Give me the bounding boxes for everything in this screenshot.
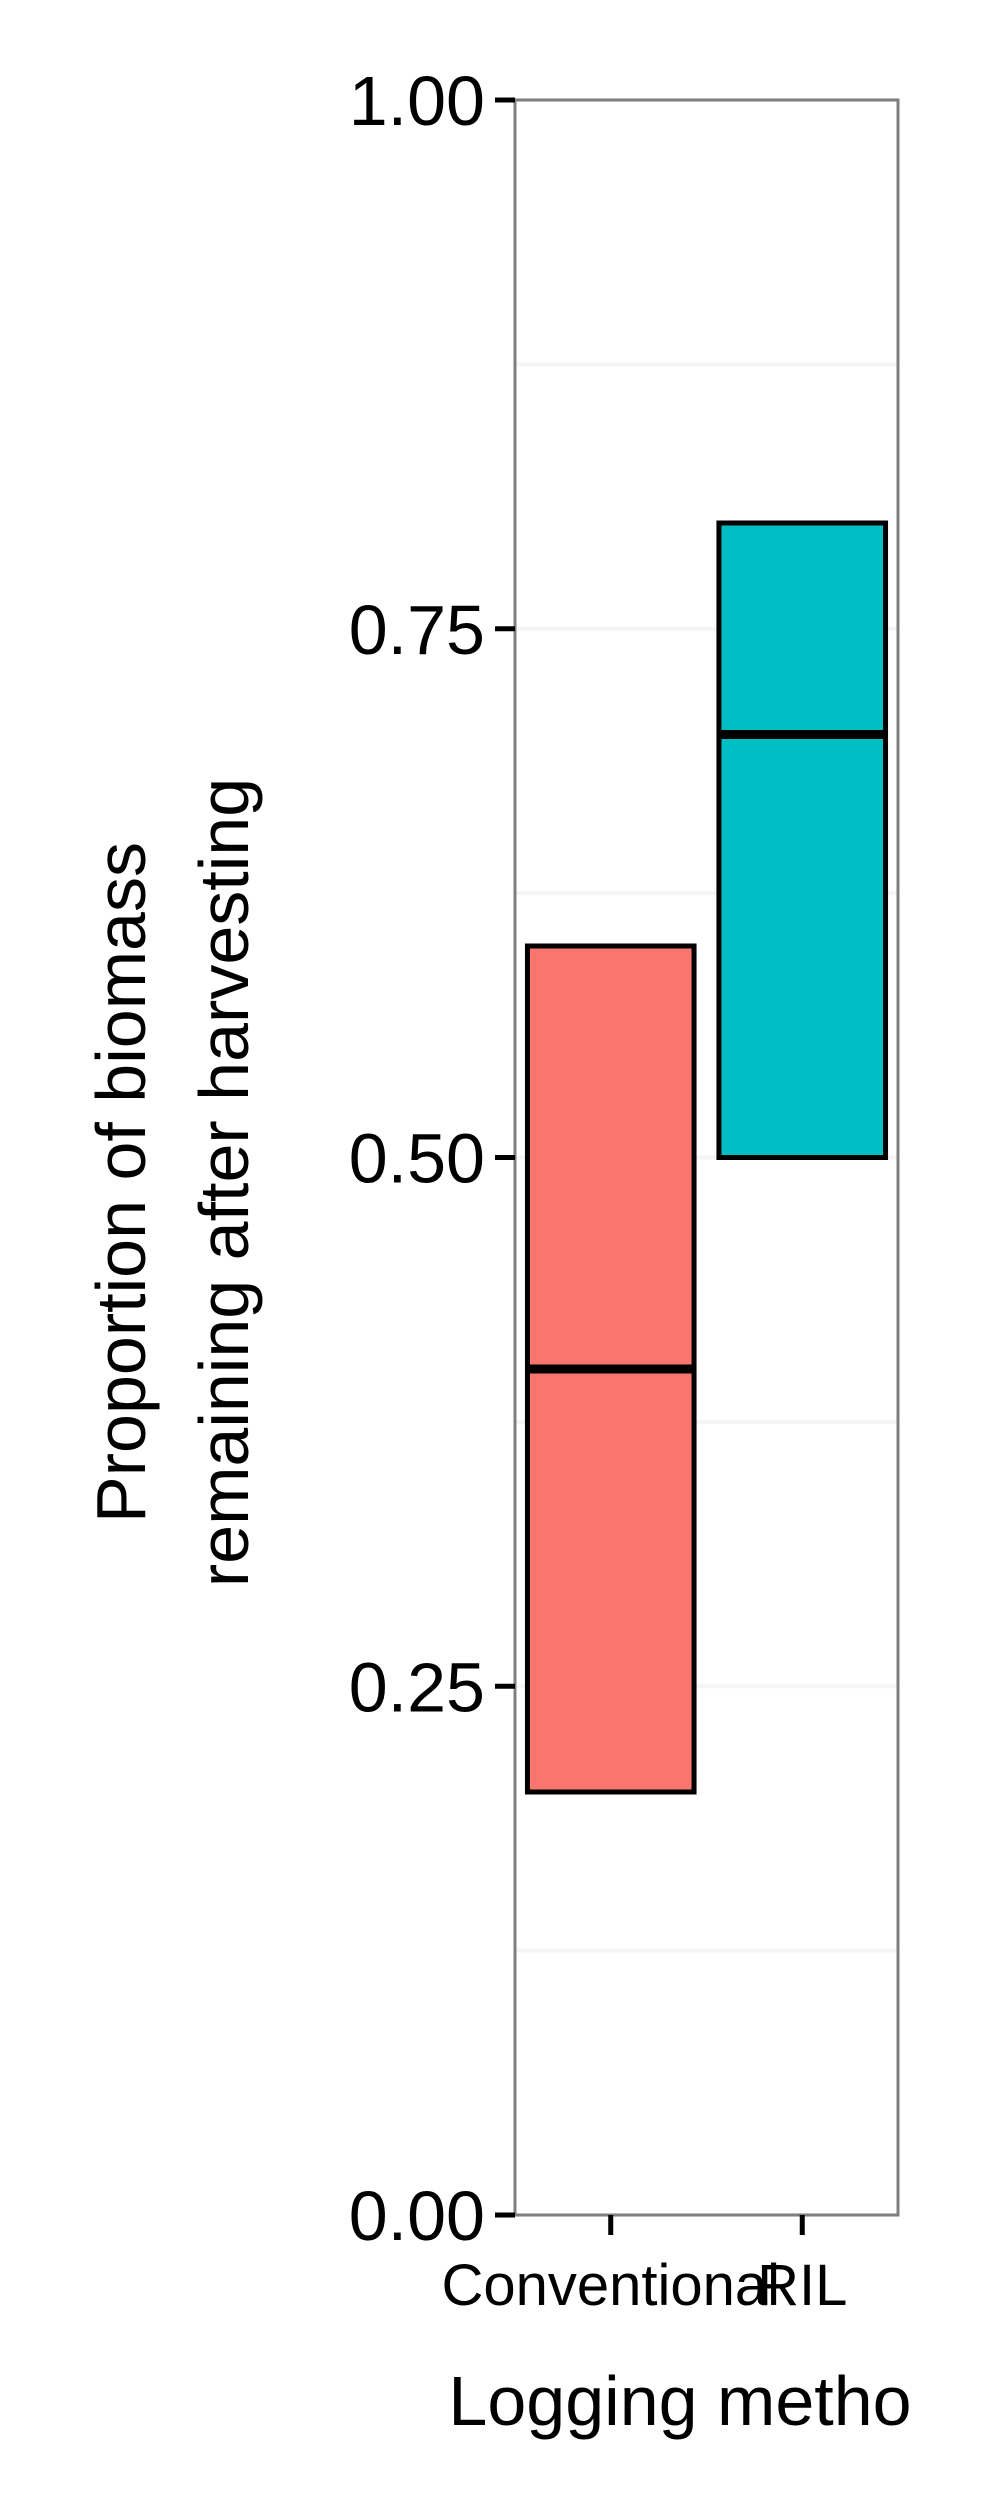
box-conventional <box>524 943 697 1795</box>
y-tick-label: 0.25 <box>349 1648 485 1726</box>
y-axis-title-line: remaining after harvesting <box>185 778 263 1587</box>
y-axis-title-line: Proportion of biomass <box>82 842 160 1523</box>
x-tick-label: RIL <box>757 2253 847 2318</box>
y-tick-label: 0.75 <box>349 591 485 669</box>
y-tick-label: 0.00 <box>349 2177 485 2255</box>
y-tick-label: 0.50 <box>349 1120 485 1198</box>
x-axis-title: Logging metho <box>448 2362 911 2440</box>
box-ril <box>716 520 889 1160</box>
x-tick-label: Conventional <box>441 2253 780 2318</box>
box-body <box>716 520 889 1160</box>
y-axis: 0.00 0.25 0.50 0.75 1.00 <box>349 62 515 2255</box>
boxes <box>524 520 889 1795</box>
y-axis-title: Proportion of biomass remaining after har… <box>82 778 263 1587</box>
y-tick-label: 1.00 <box>349 62 485 140</box>
